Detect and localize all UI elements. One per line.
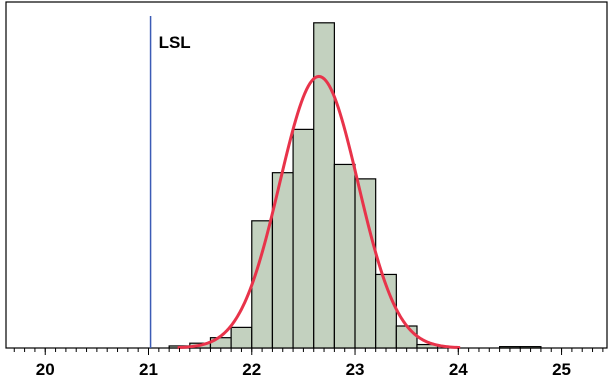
histogram-bar bbox=[313, 22, 335, 349]
histogram-bar bbox=[499, 346, 521, 349]
lsl-label: LSL bbox=[159, 33, 191, 52]
histogram-bars bbox=[168, 22, 542, 349]
x-tick-label: 25 bbox=[552, 360, 571, 379]
histogram-bar bbox=[395, 325, 418, 349]
histogram-bar bbox=[292, 128, 315, 349]
histogram-bar bbox=[519, 346, 542, 349]
spec-limits: LSL bbox=[149, 16, 191, 348]
minor-ticks bbox=[13, 348, 604, 352]
x-tick-label: 22 bbox=[242, 360, 261, 379]
x-tick-label: 21 bbox=[139, 360, 158, 379]
histogram-bar bbox=[333, 163, 356, 349]
histogram-bar bbox=[354, 178, 377, 349]
histogram-bar bbox=[230, 326, 253, 349]
normal-fit-curve bbox=[177, 74, 461, 350]
x-tick-label: 20 bbox=[36, 360, 55, 379]
histogram-bar bbox=[251, 220, 274, 349]
x-axis: 20 21 22 23 24 25 bbox=[36, 348, 571, 379]
x-tick-label: 24 bbox=[449, 360, 468, 379]
x-tick-label: 23 bbox=[346, 360, 365, 379]
